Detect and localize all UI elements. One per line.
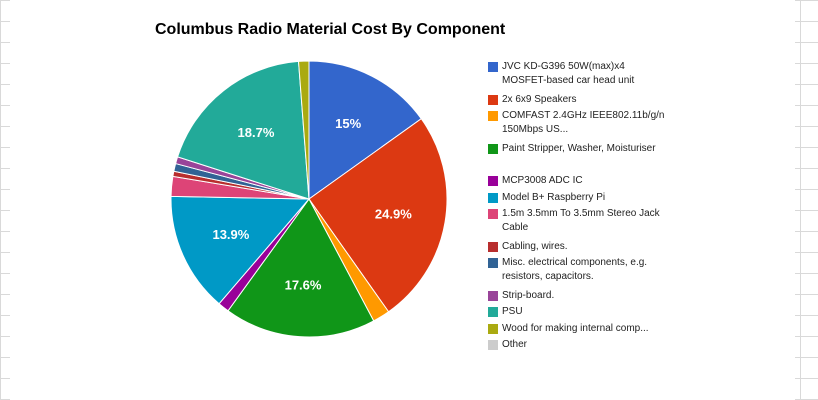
legend-swatch — [488, 192, 498, 203]
legend-label: MCP3008 ADC IC — [502, 175, 583, 186]
legend-label: Paint Stripper, Washer, Moisturiser — [502, 142, 656, 154]
legend-label: 1.5m 3.5mm To 3.5mm Stereo Jack Cable — [502, 208, 660, 233]
legend-swatch — [488, 94, 498, 105]
legend-label: Model B+ Raspberry Pi — [502, 191, 606, 203]
legend-item[interactable]: Paint Stripper, Washer, Moisturiser — [488, 142, 688, 175]
legend-item[interactable]: 1.5m 3.5mm To 3.5mm Stereo Jack Cable — [488, 207, 688, 240]
slice-data-label: 15% — [335, 116, 361, 131]
legend-swatch — [488, 340, 498, 350]
legend-item[interactable]: MCP3008 ADC IC — [488, 174, 688, 191]
legend-item[interactable]: Model B+ Raspberry Pi — [488, 191, 688, 208]
legend-label: Misc. electrical components, e.g. resist… — [502, 257, 648, 282]
slice-data-label: 24.9% — [375, 206, 412, 221]
legend-swatch — [488, 176, 498, 186]
legend-item[interactable]: Other — [488, 338, 688, 355]
pie-slice[interactable] — [308, 60, 422, 200]
legend-swatch — [488, 307, 498, 317]
legend-item[interactable]: COMFAST 2.4GHz IEEE802.11b/g/n 150Mbps U… — [488, 109, 688, 142]
chart-legend: JVC KD-G396 50W(max)x4 MOSFET-based car … — [488, 60, 688, 355]
legend-swatch — [488, 241, 498, 252]
legend-label: Wood for making internal comp... — [502, 322, 649, 334]
pie-slice[interactable] — [170, 195, 311, 305]
legend-label: 2x 6x9 Speakers — [502, 93, 577, 105]
chart-title: Columbus Radio Material Cost By Componen… — [155, 21, 506, 38]
slice-data-label: 18.7% — [238, 125, 275, 140]
slice-data-label: 13.9% — [212, 227, 249, 242]
legend-swatch — [488, 258, 498, 268]
legend-swatch — [488, 62, 498, 72]
legend-swatch — [488, 290, 498, 301]
legend-item[interactable]: Wood for making internal comp... — [488, 322, 688, 339]
legend-label: JVC KD-G396 50W(max)x4 MOSFET-based car … — [502, 61, 635, 86]
legend-swatch — [488, 111, 498, 121]
legend-item[interactable]: PSU — [488, 305, 688, 322]
chart-card[interactable]: Columbus Radio Material Cost By Componen… — [10, 0, 795, 400]
legend-item[interactable]: 2x 6x9 Speakers — [488, 93, 688, 110]
pie-slice[interactable] — [297, 60, 310, 200]
legend-label: Strip-board. — [502, 289, 555, 301]
legend-item[interactable]: JVC KD-G396 50W(max)x4 MOSFET-based car … — [488, 60, 688, 93]
legend-label: Cabling, wires. — [502, 240, 568, 252]
legend-item[interactable]: Misc. electrical components, e.g. resist… — [488, 256, 688, 289]
pie-slice[interactable] — [308, 118, 448, 313]
legend-item[interactable]: Cabling, wires. — [488, 240, 688, 257]
pie-slice[interactable] — [227, 198, 375, 338]
legend-label: COMFAST 2.4GHz IEEE802.11b/g/n 150Mbps U… — [502, 110, 665, 135]
legend-swatch — [488, 143, 498, 154]
legend-label: PSU — [502, 306, 523, 317]
slice-data-label: 17.6% — [285, 277, 322, 292]
legend-label: Other — [502, 339, 528, 350]
legend-swatch — [488, 323, 498, 334]
legend-item[interactable]: Strip-board. — [488, 289, 688, 306]
pie-chart[interactable]: 15% 24.9% 17.6% 13.9% 18.7% — [10, 0, 795, 400]
legend-swatch — [488, 209, 498, 219]
pie-slice[interactable] — [176, 60, 310, 200]
